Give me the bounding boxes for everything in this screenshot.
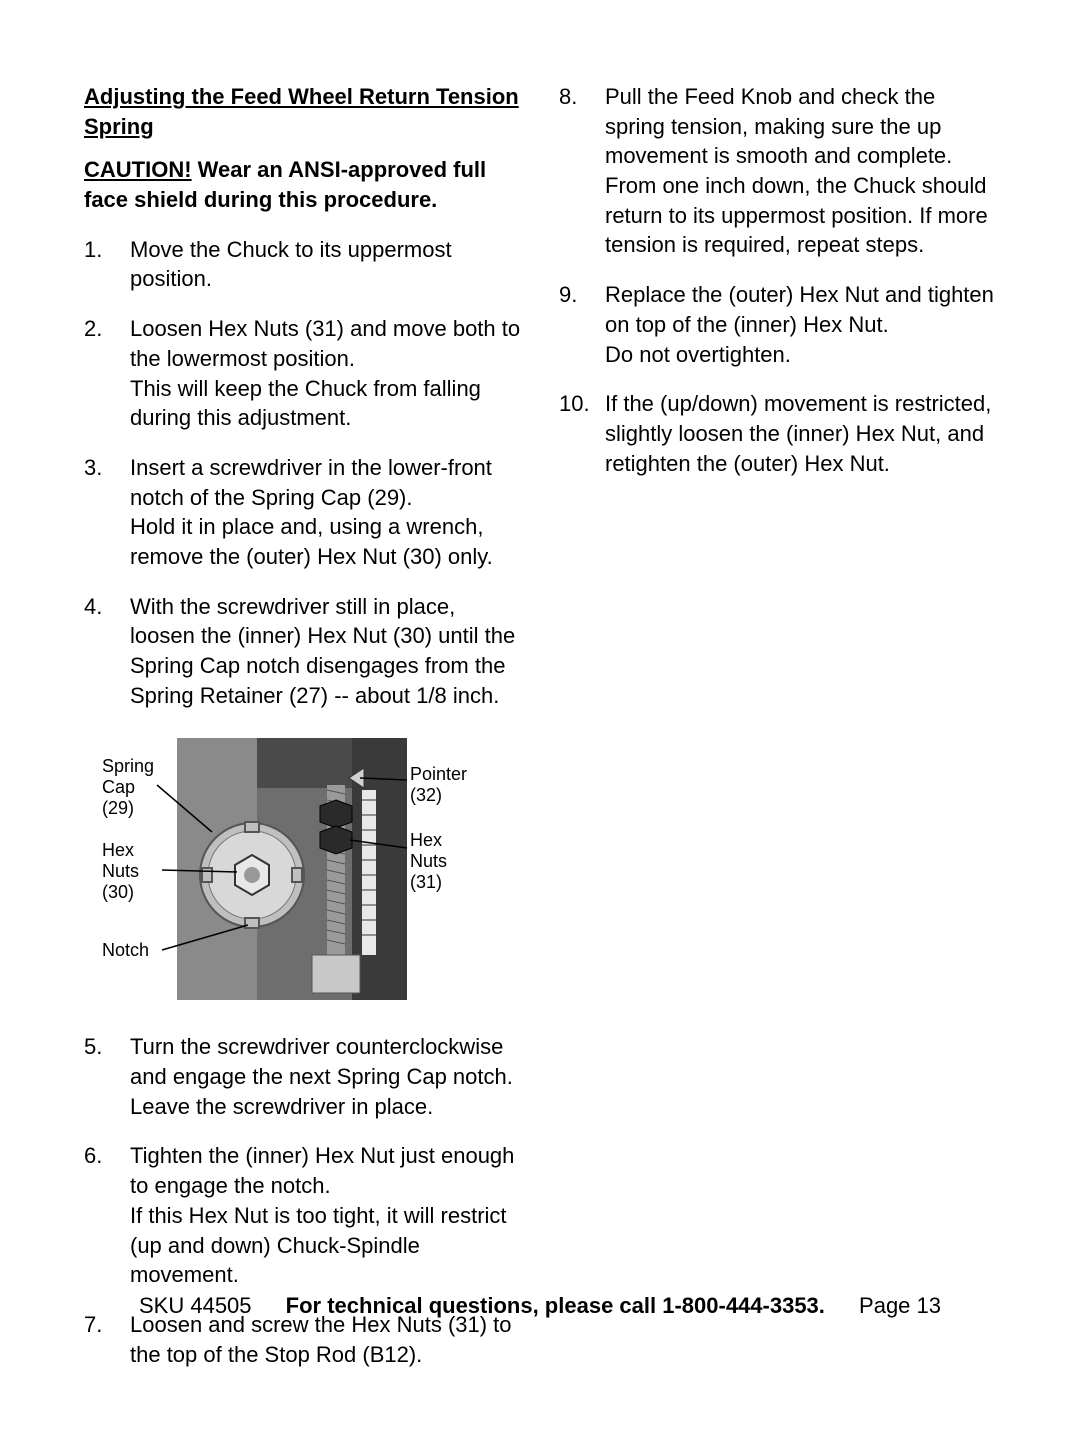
step-item: 1.Move the Chuck to its uppermost positi… (84, 235, 521, 294)
caution-line: CAUTION! Wear an ANSI-approved full face… (84, 155, 521, 214)
step-text: Replace the (outer) Hex Nut and tighten … (605, 280, 996, 369)
step-item: 2.Loosen Hex Nuts (31) and move both to … (84, 314, 521, 433)
step-number: 10. (559, 389, 605, 478)
step-number: 6. (84, 1141, 130, 1289)
step-item: 4.With the screwdriver still in place, l… (84, 592, 521, 711)
step-text: Loosen Hex Nuts (31) and move both to th… (130, 314, 521, 433)
step-text: If the (up/down) movement is restricted,… (605, 389, 996, 478)
step-item: 3.Insert a screwdriver in the lower-fron… (84, 453, 521, 572)
right-column: 8.Pull the Feed Knob and check the sprin… (559, 82, 996, 1389)
label-spring-cap: SpringCap(29) (102, 756, 154, 818)
step-text: Pull the Feed Knob and check the spring … (605, 82, 996, 260)
caution-word: CAUTION! (84, 157, 192, 182)
footer-message: For technical questions, please call 1-8… (286, 1293, 825, 1318)
step-item: 9.Replace the (outer) Hex Nut and tighte… (559, 280, 996, 369)
section-title: Adjusting the Feed Wheel Return Tension … (84, 82, 521, 141)
footer-sku: SKU 44505 (139, 1293, 252, 1318)
step-number: 8. (559, 82, 605, 260)
step-item: 6.Tighten the (inner) Hex Nut just enoug… (84, 1141, 521, 1289)
label-hex-nuts-30: HexNuts(30) (102, 840, 139, 902)
step-item: 10.If the (up/down) movement is restrict… (559, 389, 996, 478)
step-text: Move the Chuck to its uppermost position… (130, 235, 521, 294)
step-text: Tighten the (inner) Hex Nut just enough … (130, 1141, 521, 1289)
two-column-layout: Adjusting the Feed Wheel Return Tension … (84, 82, 996, 1389)
step-text: With the screwdriver still in place, loo… (130, 592, 521, 711)
page-footer: SKU 44505 For technical questions, pleas… (0, 1293, 1080, 1319)
step-number: 3. (84, 453, 130, 572)
left-column: Adjusting the Feed Wheel Return Tension … (84, 82, 521, 1389)
step-item: 5.Turn the screwdriver counterclockwise … (84, 1032, 521, 1121)
step-text: Insert a screwdriver in the lower-front … (130, 453, 521, 572)
figure: SpringCap(29) HexNuts(30) Notch Pointer(… (102, 730, 482, 1010)
step-number: 9. (559, 280, 605, 369)
label-pointer: Pointer(32) (410, 764, 467, 805)
page: Adjusting the Feed Wheel Return Tension … (0, 0, 1080, 1449)
step-number: 2. (84, 314, 130, 433)
step-text: Turn the screwdriver counterclockwise an… (130, 1032, 521, 1121)
steps-left-before-figure: 1.Move the Chuck to its uppermost positi… (84, 235, 521, 711)
step-number: 1. (84, 235, 130, 294)
step-item: 8.Pull the Feed Knob and check the sprin… (559, 82, 996, 260)
step-number: 5. (84, 1032, 130, 1121)
step-number: 4. (84, 592, 130, 711)
steps-right: 8.Pull the Feed Knob and check the sprin… (559, 82, 996, 478)
label-notch: Notch (102, 940, 149, 961)
footer-page-number: Page 13 (859, 1293, 941, 1318)
label-hex-nuts-31: HexNuts(31) (410, 830, 447, 892)
